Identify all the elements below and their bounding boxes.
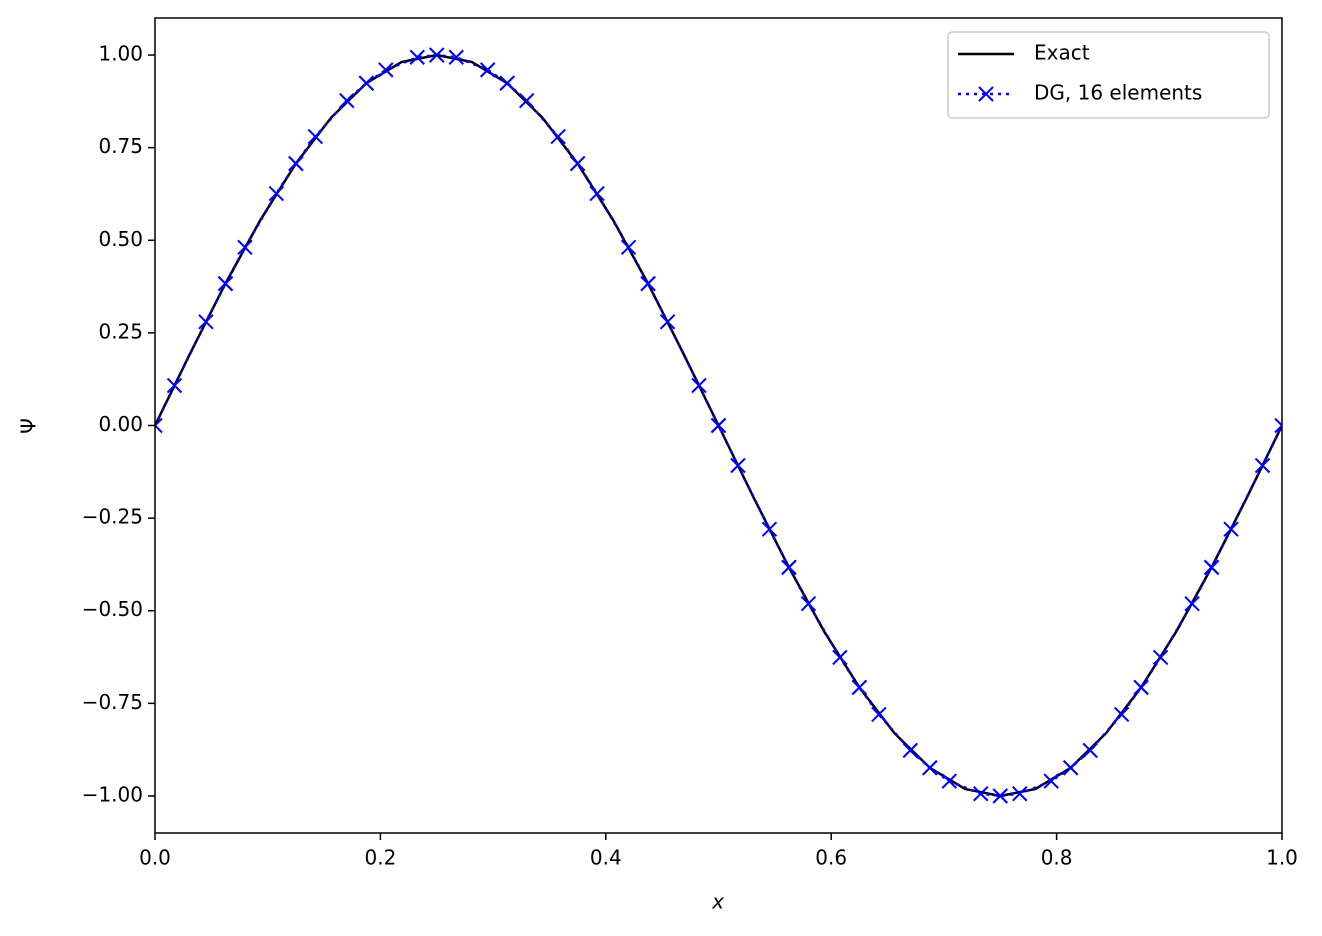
marker: [429, 47, 445, 63]
x-axis-label: x: [711, 890, 724, 914]
marker: [710, 417, 727, 434]
marker: [339, 92, 355, 109]
marker: [1274, 417, 1282, 434]
marker: [1012, 786, 1028, 802]
marker: [730, 457, 746, 474]
marker: [992, 788, 1008, 804]
y-tick-label: 0.75: [98, 134, 143, 158]
y-tick-label: 0.00: [98, 412, 143, 436]
marker: [166, 377, 183, 394]
marker: [307, 128, 324, 145]
marker: [1223, 521, 1239, 537]
marker: [1062, 760, 1079, 776]
marker: [851, 679, 868, 696]
x-tick-label: 0.8: [1041, 846, 1073, 870]
marker: [198, 314, 214, 330]
marker: [499, 75, 515, 91]
marker: [288, 155, 304, 172]
y-tick-label: 0.50: [98, 227, 143, 251]
x-tick-label: 0.0: [139, 846, 171, 870]
marker: [1203, 559, 1220, 576]
marker: [800, 595, 817, 612]
marker: [659, 314, 676, 330]
marker: [941, 773, 958, 789]
y-tick-label: −0.25: [82, 505, 143, 529]
marker: [409, 49, 425, 65]
marker: [973, 786, 989, 802]
marker: [691, 377, 707, 394]
marker: [268, 185, 285, 202]
marker: [217, 275, 234, 292]
legend-box: [947, 31, 1270, 119]
marker: [448, 49, 464, 65]
y-tick-label: 0.25: [98, 319, 143, 343]
y-tick-label: −0.50: [82, 597, 143, 621]
plot-frame: [154, 17, 1283, 834]
y-tick-label: −0.75: [82, 690, 143, 714]
marker: [1113, 706, 1130, 723]
marker: [1133, 679, 1149, 696]
y-tick-label: 1.00: [98, 42, 143, 66]
marker: [640, 275, 656, 292]
marker: [978, 86, 994, 102]
marker: [237, 239, 253, 256]
x-tick-label: 0.2: [364, 846, 396, 870]
legend-label: Exact: [1034, 41, 1090, 65]
y-axis-label: Ψ: [17, 418, 41, 434]
marker: [589, 185, 605, 202]
legend-label: DG, 16 elements: [1034, 81, 1202, 105]
marker: [832, 649, 848, 666]
x-tick-label: 0.6: [815, 846, 847, 870]
marker: [902, 742, 919, 759]
x-tick-label: 0.4: [590, 846, 622, 870]
plot-area: [155, 47, 1282, 804]
marker: [781, 559, 797, 576]
marker: [378, 62, 394, 78]
marker: [155, 417, 163, 434]
marker: [518, 92, 535, 109]
marker: [569, 155, 586, 172]
x-tick-label: 1.0: [1266, 846, 1298, 870]
marker: [761, 521, 778, 537]
marker: [358, 75, 375, 91]
marker: [550, 128, 566, 145]
marker: [1082, 742, 1098, 759]
marker: [1184, 595, 1200, 612]
y-tick-label: −1.00: [82, 782, 143, 806]
marker: [620, 239, 637, 256]
marker: [1152, 649, 1169, 666]
marker: [922, 760, 938, 776]
marker: [1254, 457, 1271, 474]
marker: [871, 706, 887, 723]
marker: [1043, 773, 1059, 789]
marker: [479, 62, 496, 78]
